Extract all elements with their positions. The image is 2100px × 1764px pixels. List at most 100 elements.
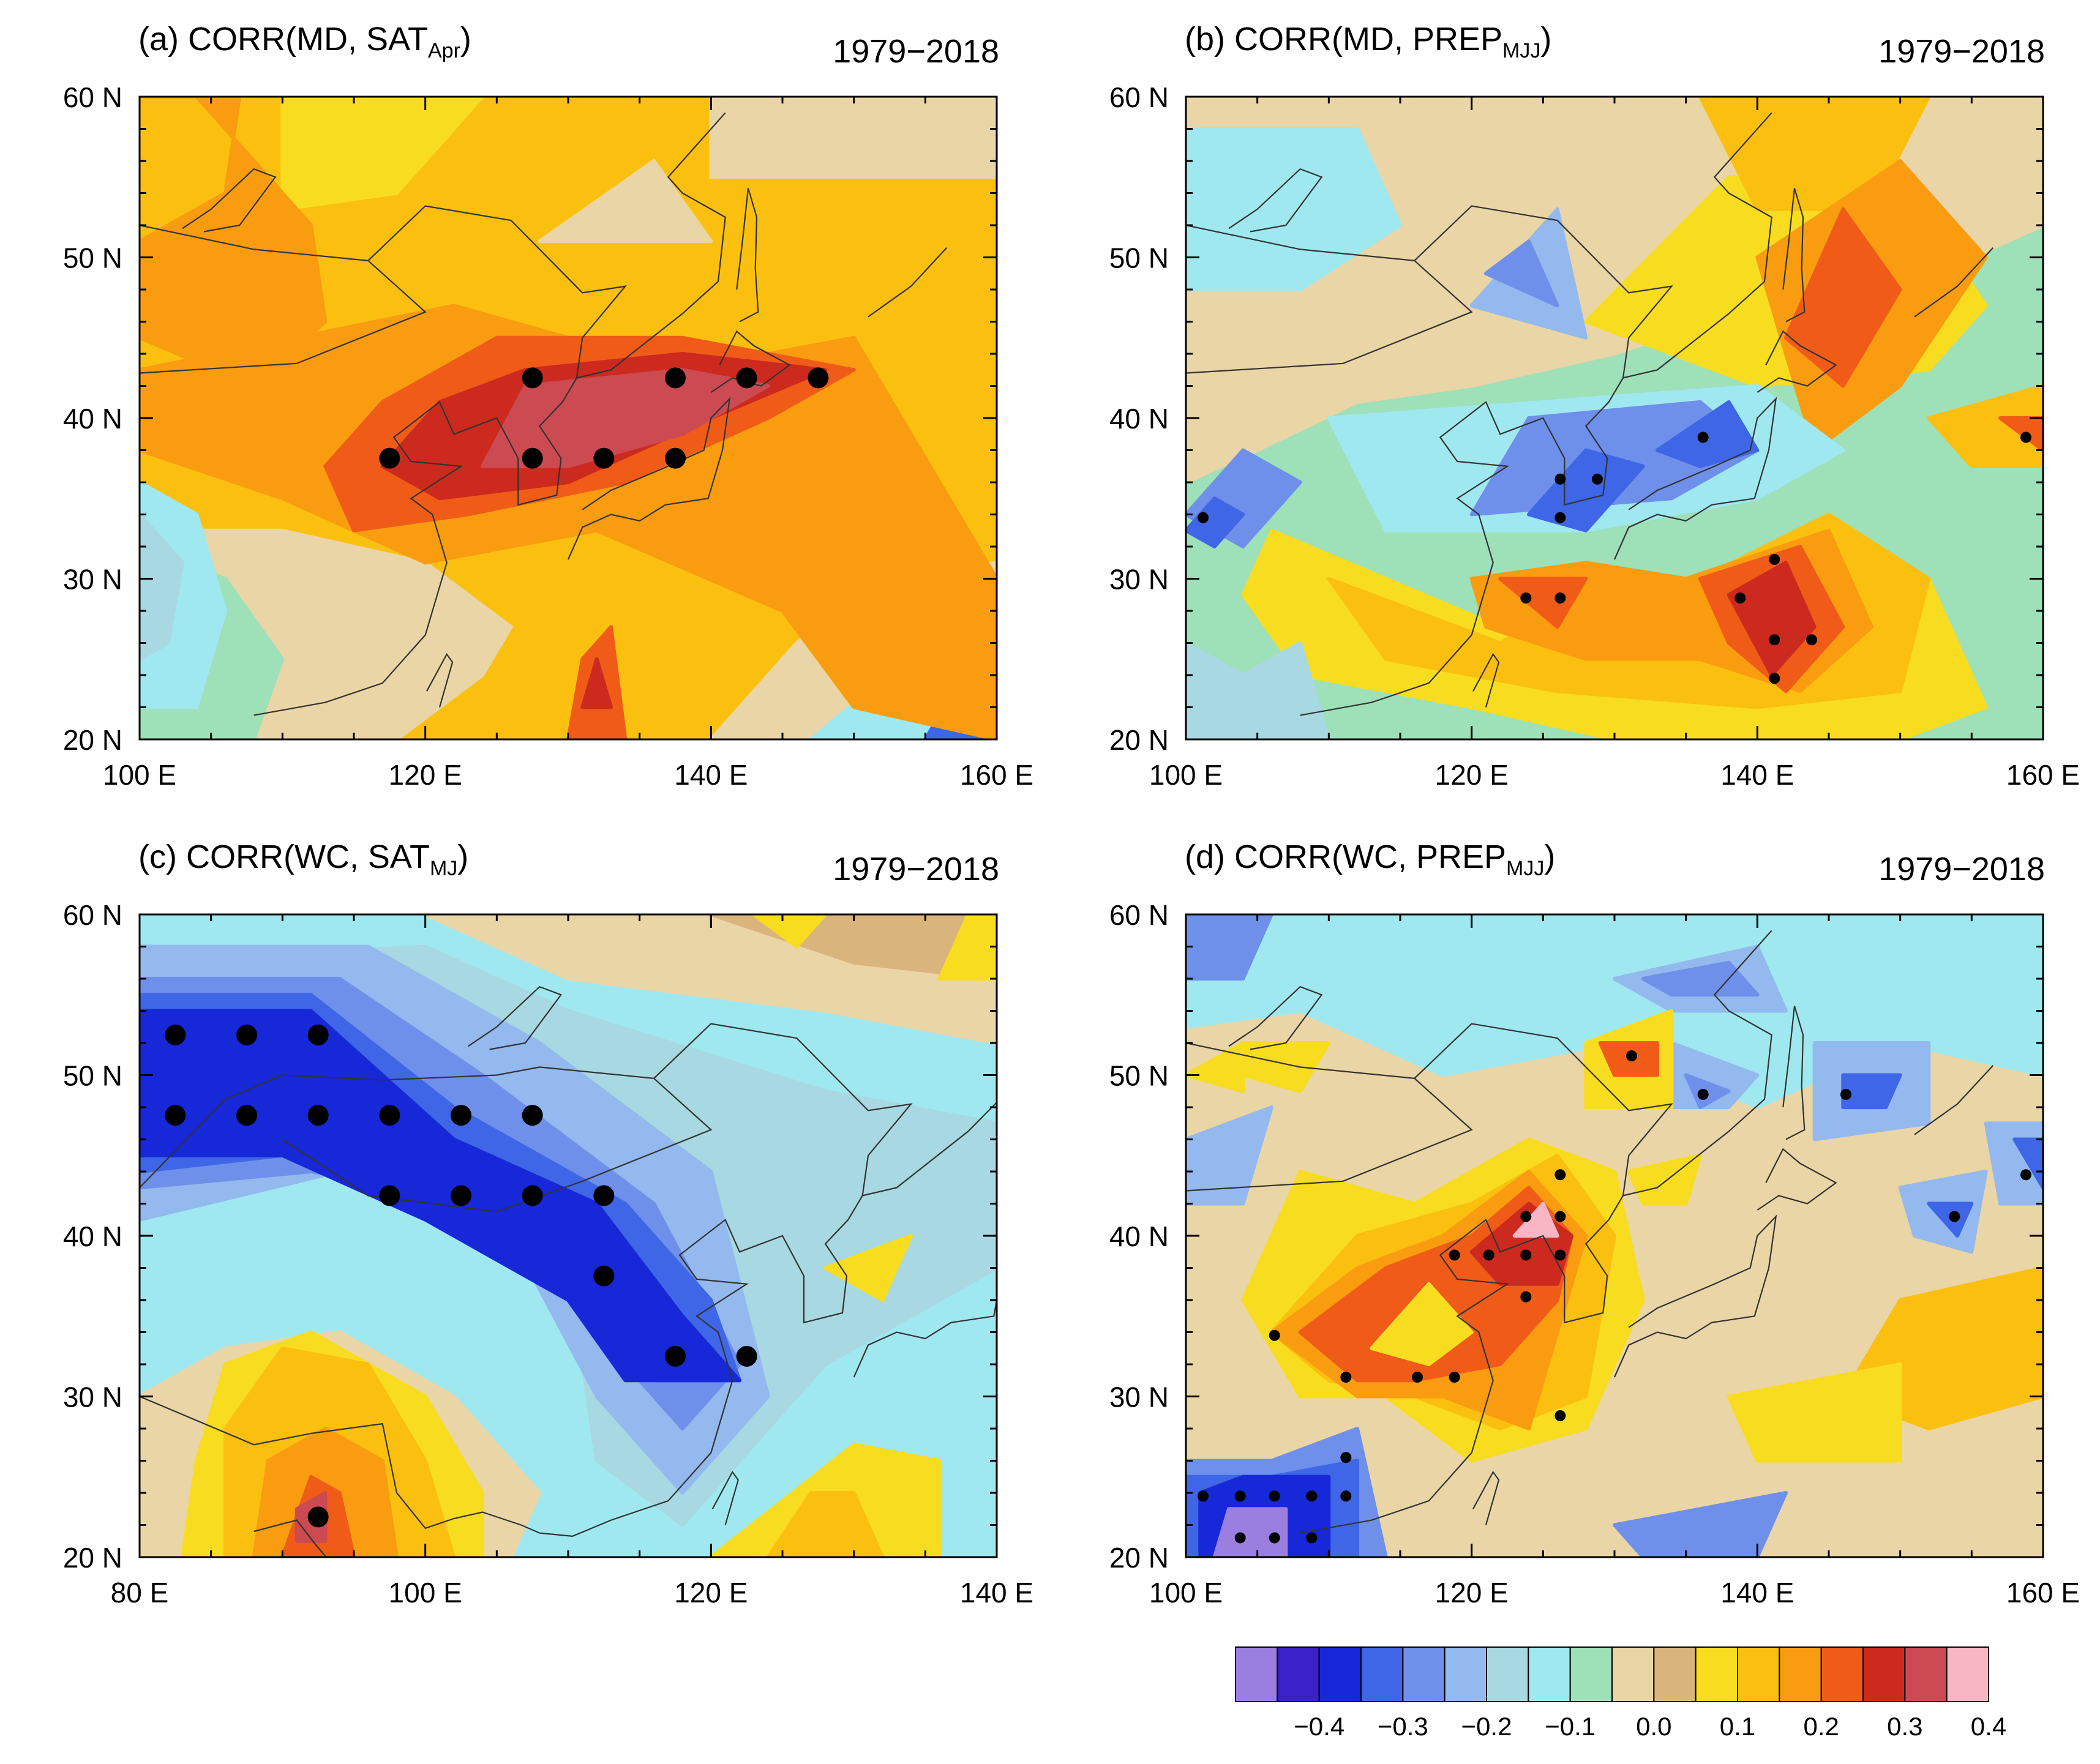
colorbar-tick-label: 0.3 [1887, 1712, 1922, 1741]
panel-c-significance-dot-5 [307, 1105, 329, 1126]
panel-b-coastline-2 [1757, 330, 1837, 393]
panel-b-coastline-6 [1186, 260, 1473, 374]
panel-c-coastline-4 [711, 1470, 739, 1525]
panel-d-significance-dot-21 [1269, 1490, 1280, 1502]
panel-d-lat-label: 40 N [1109, 1220, 1169, 1252]
colorbar-swatch-0 [1235, 1646, 1278, 1702]
panel-a-coastline-5 [140, 205, 627, 378]
panel-d-title: (d) CORR(WC, PREPMJJ) [1185, 839, 1555, 880]
panel-b-lat-label: 30 N [1109, 564, 1169, 596]
colorbar-swatch-17 [1946, 1646, 1990, 1702]
panel-a-coastline-2 [710, 330, 791, 393]
panel-b-coastline-1 [1613, 397, 1777, 560]
colorbar-swatch-7 [1528, 1646, 1571, 1702]
panel-a-significance-dot-5 [665, 447, 686, 469]
panel-a: (a) CORR(MD, SATApr) 1979−2018 60 N 50 N 4… [63, 21, 1033, 791]
panel-c-title: (c) CORR(WC, SATMJ) [138, 839, 468, 880]
panel-c-lon-label: 140 E [960, 1577, 1033, 1609]
panel-b-significance-dot-7 [1734, 592, 1746, 604]
panel-d-lon-label: 140 E [1720, 1577, 1794, 1609]
panel-c-lon-label: 80 E [111, 1577, 169, 1609]
panel-b-coastline-4 [1472, 652, 1500, 708]
panel-a-field [140, 97, 997, 739]
panel-d-significance-dot-12 [1340, 1372, 1352, 1383]
panel-c-contour-15 [766, 1491, 885, 1557]
panel-a-significance-dot-6 [736, 367, 757, 389]
panel-d-significance-dot-26 [1306, 1532, 1318, 1544]
panel-d-significance-dot-20 [1234, 1490, 1246, 1502]
panel-a-coastline-8 [868, 247, 948, 318]
panel-c-significance-dot-3 [165, 1105, 186, 1126]
panel-d-contour-31 [1186, 1105, 1273, 1206]
panel-c-significance-dot-4 [236, 1105, 257, 1126]
colorbar-swatch-5 [1444, 1646, 1488, 1702]
colorbar-tick-label: −0.4 [1294, 1712, 1344, 1741]
panel-b-contour-19 [1186, 496, 1245, 548]
panel-d-lat-label: 60 N [1109, 899, 1169, 931]
panel-d-significance-dot-22 [1306, 1490, 1318, 1502]
panel-d-significance-dot-0 [1626, 1050, 1637, 1061]
panel-c-significance-dot-8 [522, 1105, 543, 1126]
panel-d-lat-label: 50 N [1109, 1060, 1169, 1092]
panel-d-significance-dot-13 [1412, 1372, 1423, 1383]
panel-a-period: 1979−2018 [833, 33, 999, 70]
panel-d-significance-dot-8 [1520, 1249, 1532, 1261]
panel-c-significance-dot-2 [307, 1024, 329, 1045]
panel-b-coastline-3 [1782, 188, 1806, 323]
panel-d-coastline-7 [1228, 985, 1323, 1050]
panel-b-contour-17 [1727, 561, 1817, 677]
panel-d-field [1186, 914, 2043, 1557]
panel-d-significance-dot-25 [1269, 1532, 1280, 1544]
panel-a-coastline-3 [736, 188, 759, 323]
panel-b-coastline-8 [1914, 247, 1994, 318]
panel-c-contour-18 [140, 1330, 170, 1383]
panel-d-significance-dot-3 [1554, 1169, 1566, 1181]
panel-b-coastline-7 [1228, 168, 1323, 233]
panel-c-map: 60 N 50 N 40 N 30 N 20 N80 E 100 E 120 E 140 E [63, 899, 1033, 1609]
panel-a-contour-9 [280, 97, 484, 211]
panel-b-contour-5 [1784, 207, 1902, 388]
panel-d-lat-label: 30 N [1109, 1381, 1169, 1413]
panel-d-period: 1979−2018 [1878, 851, 2045, 888]
panel-a-contour-7 [538, 159, 713, 244]
panel-d-contour-10 [2012, 1137, 2043, 1190]
panel-a-lat-label: 20 N [63, 724, 122, 756]
panel-d-lon-label: 100 E [1149, 1577, 1223, 1609]
panel-d-significance-dot-6 [1449, 1249, 1460, 1261]
panel-b-significance-dot-2 [1554, 512, 1566, 523]
colorbar-swatch-13 [1779, 1646, 1822, 1702]
panel-b-lat-label: 60 N [1109, 81, 1169, 113]
colorbar-swatch-8 [1569, 1646, 1613, 1702]
panel-c-coastline-3 [853, 1299, 997, 1378]
panel-b-significance-dot-4 [1697, 432, 1709, 443]
colorbar-swatch-2 [1318, 1646, 1362, 1702]
panel-b-lon-label: 120 E [1435, 759, 1509, 791]
panel-d-significance-dot-24 [1234, 1532, 1246, 1544]
panel-c-coastline-5 [468, 985, 563, 1050]
panel-b-field [1186, 97, 2043, 739]
panel-c-significance-dot-13 [593, 1265, 615, 1287]
panel-d-lat-label: 20 N [1109, 1542, 1169, 1574]
panel-c-coastline-6 [253, 1519, 328, 1557]
panel-a-significance-dot-2 [522, 447, 543, 469]
panel-c-contour-16 [823, 1234, 913, 1302]
panel-d-contour-29 [1212, 1507, 1288, 1557]
panel-c-significance-dot-1 [236, 1024, 257, 1045]
panel-b-significance-dot-10 [1806, 634, 1817, 646]
panel-a-lon-label: 120 E [389, 759, 462, 791]
panel-b-title: (b) CORR(MD, PREPMJJ) [1185, 21, 1551, 62]
panel-d-significance-dot-19 [1198, 1490, 1209, 1502]
panel-b-contour-8 [1527, 448, 1645, 533]
panel-a-lat-label: 40 N [63, 403, 122, 435]
panel-d-contour-11 [1186, 914, 1273, 981]
panel-a-coastline-1 [567, 397, 731, 560]
panel-a-significance-dot-4 [665, 367, 686, 389]
panel-a-lon-label: 100 E [103, 759, 176, 791]
panel-d-significance-dot-16 [1949, 1211, 1960, 1222]
panel-d-coastline-4 [1472, 1470, 1500, 1525]
panel-a-contour-3 [140, 512, 184, 661]
panel-c-significance-dot-16 [307, 1506, 329, 1528]
